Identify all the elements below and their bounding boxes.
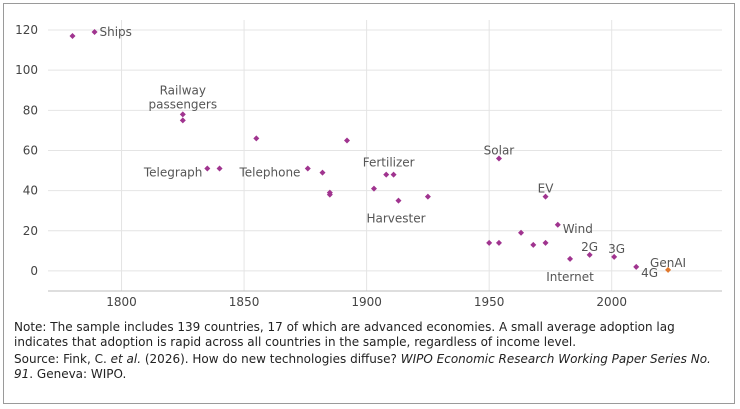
point-marker <box>486 239 493 246</box>
point-label-2g: 2G <box>581 240 598 254</box>
data-points <box>69 29 672 273</box>
grid-lines <box>48 20 722 291</box>
point-marker <box>611 253 618 260</box>
point-marker <box>530 241 537 248</box>
point-marker <box>204 165 211 172</box>
point-marker <box>495 239 502 246</box>
y-tick-label: 120 <box>15 23 38 37</box>
x-tick-label: 2000 <box>596 295 627 309</box>
source-mid: (2026). How do new technologies diffuse? <box>141 352 401 366</box>
y-tick-label: 20 <box>23 224 38 238</box>
point-marker <box>567 255 574 262</box>
point-marker <box>390 171 397 178</box>
point-marker <box>216 165 223 172</box>
point-label-passengers: passengers <box>148 97 217 111</box>
x-tick-label: 1950 <box>474 295 505 309</box>
source-end: . Geneva: WIPO. <box>29 367 127 381</box>
point-label-railway: Railway <box>160 83 206 97</box>
axes: 0 20 40 60 80 100 120 1800 1850 1900 1950 2000 <box>15 23 722 309</box>
point-marker <box>424 193 431 200</box>
source-text: Source: Fink, C. et al. (2026). How do n… <box>14 352 730 382</box>
source-series: WIPO Economic Research Working Paper Ser… <box>14 352 711 381</box>
point-marker <box>179 117 186 124</box>
x-tick-label: 1900 <box>351 295 382 309</box>
point-label-3g: 3G <box>608 242 625 256</box>
point-genai-marker <box>665 266 672 273</box>
point-marker <box>326 191 333 198</box>
point-label-internet: Internet <box>546 270 594 284</box>
point-marker <box>518 229 525 236</box>
point-marker <box>370 185 377 192</box>
point-marker <box>586 251 593 258</box>
point-marker <box>383 171 390 178</box>
point-marker <box>554 221 561 228</box>
source-etal: et al. <box>110 352 142 366</box>
point-marker <box>179 111 186 118</box>
point-marker <box>495 155 502 162</box>
point-label-fertilizer: Fertilizer <box>363 156 415 170</box>
point-marker <box>69 33 76 40</box>
point-label-harvester: Harvester <box>366 212 425 226</box>
point-label-telegraph: Telegraph <box>143 166 203 180</box>
scatter-chart: 0 20 40 60 80 100 120 1800 1850 1900 1950 2000 Ship… <box>15 20 722 309</box>
point-marker <box>542 193 549 200</box>
y-tick-label: 40 <box>23 184 38 198</box>
point-label-wind: Wind <box>563 222 593 236</box>
point-marker <box>395 197 402 204</box>
y-tick-label: 0 <box>30 264 38 278</box>
point-marker <box>633 263 640 270</box>
y-tick-label: 60 <box>23 143 38 157</box>
point-marker <box>304 165 311 172</box>
point-marker <box>319 169 326 176</box>
figure-notes: Note: The sample includes 139 countries,… <box>14 320 730 384</box>
point-label-4g: 4G <box>641 266 658 280</box>
point-label-telephone: Telephone <box>238 166 300 180</box>
point-label-ships: Ships <box>99 25 131 39</box>
point-marker <box>344 137 351 144</box>
point-marker <box>253 135 260 142</box>
source-prefix: Source: Fink, C. <box>14 352 111 366</box>
point-label-genai: GenAI <box>650 256 686 270</box>
point-marker <box>91 29 98 36</box>
point-label-solar: Solar <box>484 143 515 157</box>
y-tick-label: 100 <box>15 63 38 77</box>
note-text: Note: The sample includes 139 countries,… <box>14 320 675 349</box>
y-tick-label: 80 <box>23 103 38 117</box>
point-marker <box>542 239 549 246</box>
x-tick-label: 1850 <box>229 295 260 309</box>
point-label-ev: EV <box>538 182 555 196</box>
x-tick-label: 1800 <box>106 295 137 309</box>
